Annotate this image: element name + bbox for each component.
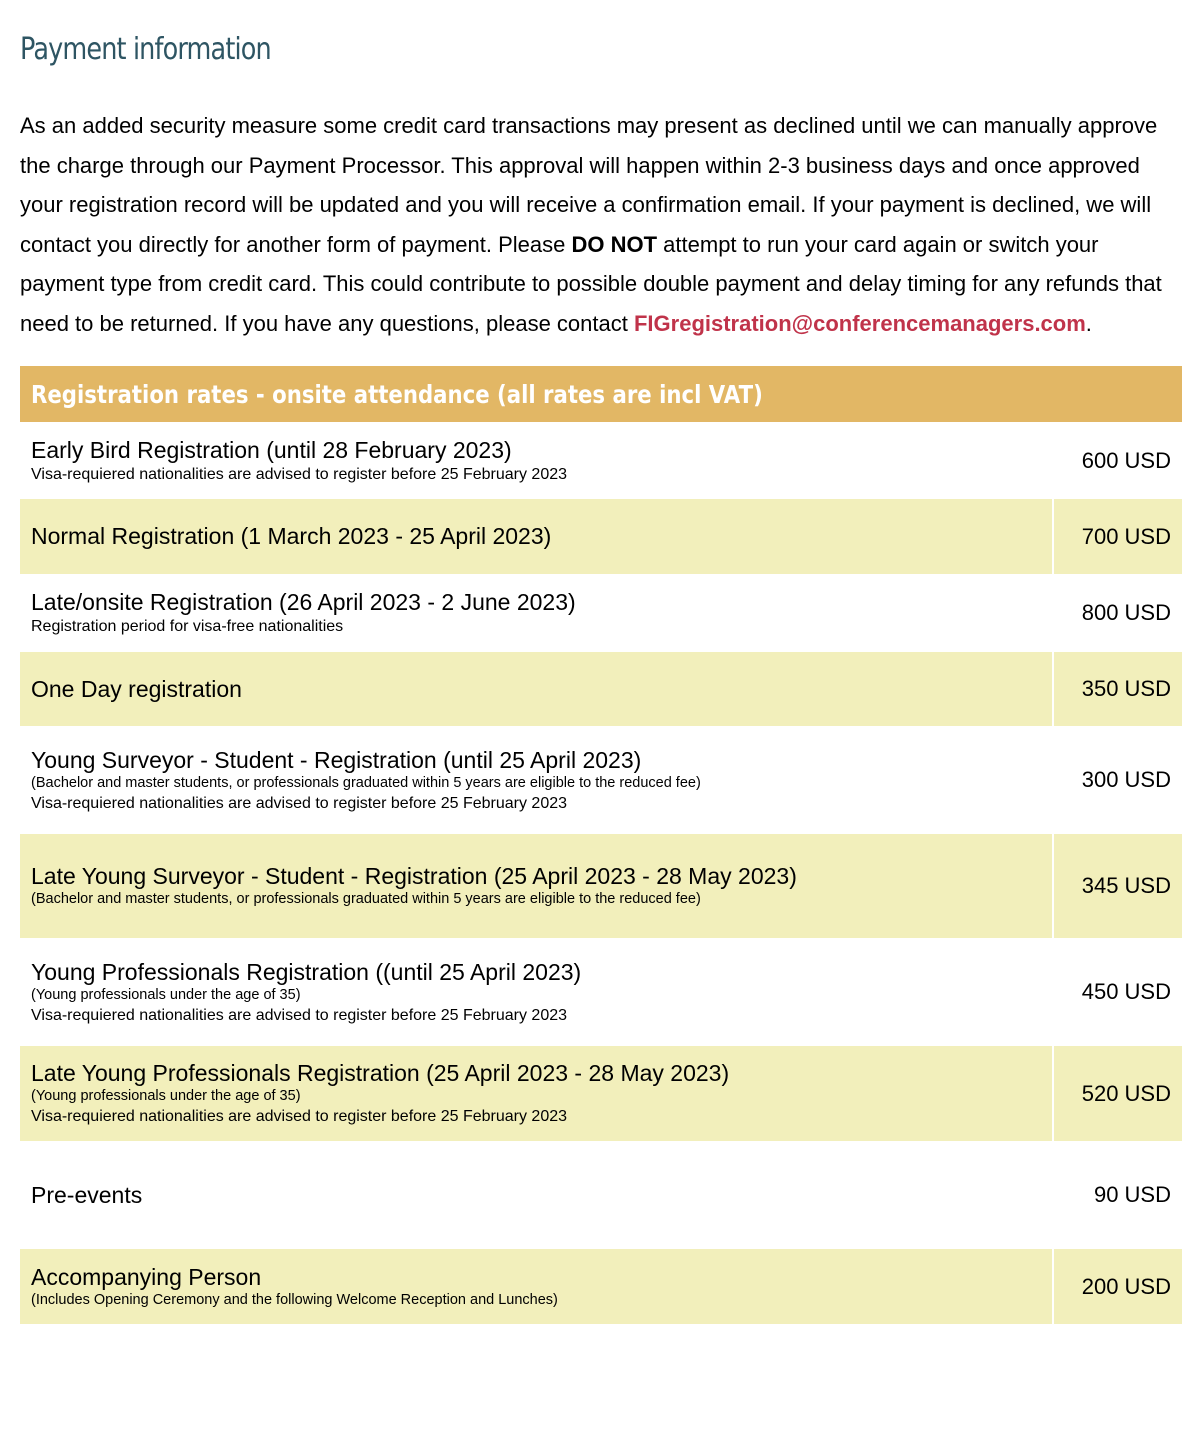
rate-row: Young Professionals Registration ((until… <box>20 938 1182 1046</box>
intro-paragraph: As an added security measure some credit… <box>20 106 1180 343</box>
email-link[interactable]: FIGregistration@conferencemanagers.com <box>633 310 1086 336</box>
intro-end: . <box>1085 310 1092 336</box>
rate-note: (Bachelor and master students, or profes… <box>31 891 701 907</box>
rate-subnote: Visa-requiered nationalities are advised… <box>31 1108 568 1125</box>
rate-row: Late Young Surveyor - Student - Registra… <box>20 834 1182 938</box>
rate-description: Late Young Surveyor - Student - Registra… <box>20 834 1053 938</box>
rate-price: 200 USD <box>1052 1249 1182 1324</box>
rate-note: (Young professionals under the age of 35… <box>31 986 301 1003</box>
rate-name: Pre-events <box>31 1181 143 1208</box>
rate-note: (Young professionals under the age of 35… <box>31 1088 301 1104</box>
page-title: Payment information <box>20 32 272 67</box>
intro-text: As an added security measure some credit… <box>20 113 1158 257</box>
rate-subnote: Visa-requiered nationalities are advised… <box>31 465 568 483</box>
rates-table-header: Registration rates - onsite attendance (… <box>20 366 1182 422</box>
rate-note: (Includes Opening Ceremony and the follo… <box>31 1291 558 1308</box>
intro-text-2: attempt to run your card again or switch… <box>20 231 1162 336</box>
rate-subnote: Visa-requiered nationalities are advised… <box>31 794 568 812</box>
rate-price: 350 USD <box>1052 652 1182 726</box>
rate-price: 520 USD <box>1052 1046 1182 1141</box>
rate-row: One Day registration 350 USD <box>20 652 1182 726</box>
rate-price: 345 USD <box>1052 834 1182 938</box>
rate-name: Late/onsite Registration (26 April 2023 … <box>31 589 576 615</box>
rate-row: Late Young Professionals Registration (2… <box>20 1046 1182 1141</box>
rate-description: Pre-events <box>20 1141 1053 1249</box>
rate-description: Normal Registration (1 March 2023 - 25 A… <box>20 499 1053 574</box>
rate-name: Late Young Professionals Registration (2… <box>31 1060 730 1086</box>
rate-row: Accompanying Person (Includes Opening Cer… <box>20 1249 1182 1324</box>
rate-price: 700 USD <box>1052 499 1182 574</box>
rate-name: Accompanying Person <box>31 1263 262 1290</box>
page: Payment information As an added security… <box>20 32 1182 1324</box>
rate-subnote: Visa-requiered nationalities are advised… <box>31 1006 568 1024</box>
rate-price: 90 USD <box>1052 1141 1182 1249</box>
rate-row: Pre-events 90 USD <box>20 1141 1182 1249</box>
rate-description: Accompanying Person (Includes Opening Cer… <box>20 1249 1053 1324</box>
rate-name: Late Young Surveyor - Student - Registra… <box>31 863 797 889</box>
rate-price: 450 USD <box>1052 938 1182 1046</box>
rate-description: Young Professionals Registration ((until… <box>20 938 1053 1046</box>
rate-subnote: Registration period for visa-free nation… <box>31 618 344 635</box>
rate-description: Early Bird Registration (until 28 Februa… <box>20 422 1053 499</box>
rate-name: One Day registration <box>31 675 242 702</box>
rate-row: Young Surveyor - Student - Registration … <box>20 726 1182 834</box>
rate-price: 800 USD <box>1052 574 1182 652</box>
rate-name: Young Professionals Registration ((until… <box>31 958 582 985</box>
rate-description: Young Surveyor - Student - Registration … <box>20 726 1053 834</box>
rate-row: Late/onsite Registration (26 April 2023 … <box>20 574 1182 652</box>
rate-note: (Bachelor and master students, or profes… <box>31 774 701 791</box>
do-not-emphasis: DO NOT <box>571 231 658 257</box>
rate-row: Early Bird Registration (until 28 Februa… <box>20 422 1182 499</box>
rate-name: Young Surveyor - Student - Registration … <box>31 746 642 773</box>
rates-table: Registration rates - onsite attendance (… <box>20 366 1182 1324</box>
rate-row: Normal Registration (1 March 2023 - 25 A… <box>20 499 1182 574</box>
rate-name: Normal Registration (1 March 2023 - 25 A… <box>31 523 552 549</box>
rate-description: Late Young Professionals Registration (2… <box>20 1046 1053 1141</box>
rates-header-text: Registration rates - onsite attendance (… <box>31 379 763 409</box>
rate-name: Early Bird Registration (until 28 Februa… <box>31 436 512 463</box>
rate-price: 300 USD <box>1052 726 1182 834</box>
rate-description: Late/onsite Registration (26 April 2023 … <box>20 574 1053 652</box>
rate-price: 600 USD <box>1052 422 1182 499</box>
rate-description: One Day registration <box>20 652 1053 726</box>
